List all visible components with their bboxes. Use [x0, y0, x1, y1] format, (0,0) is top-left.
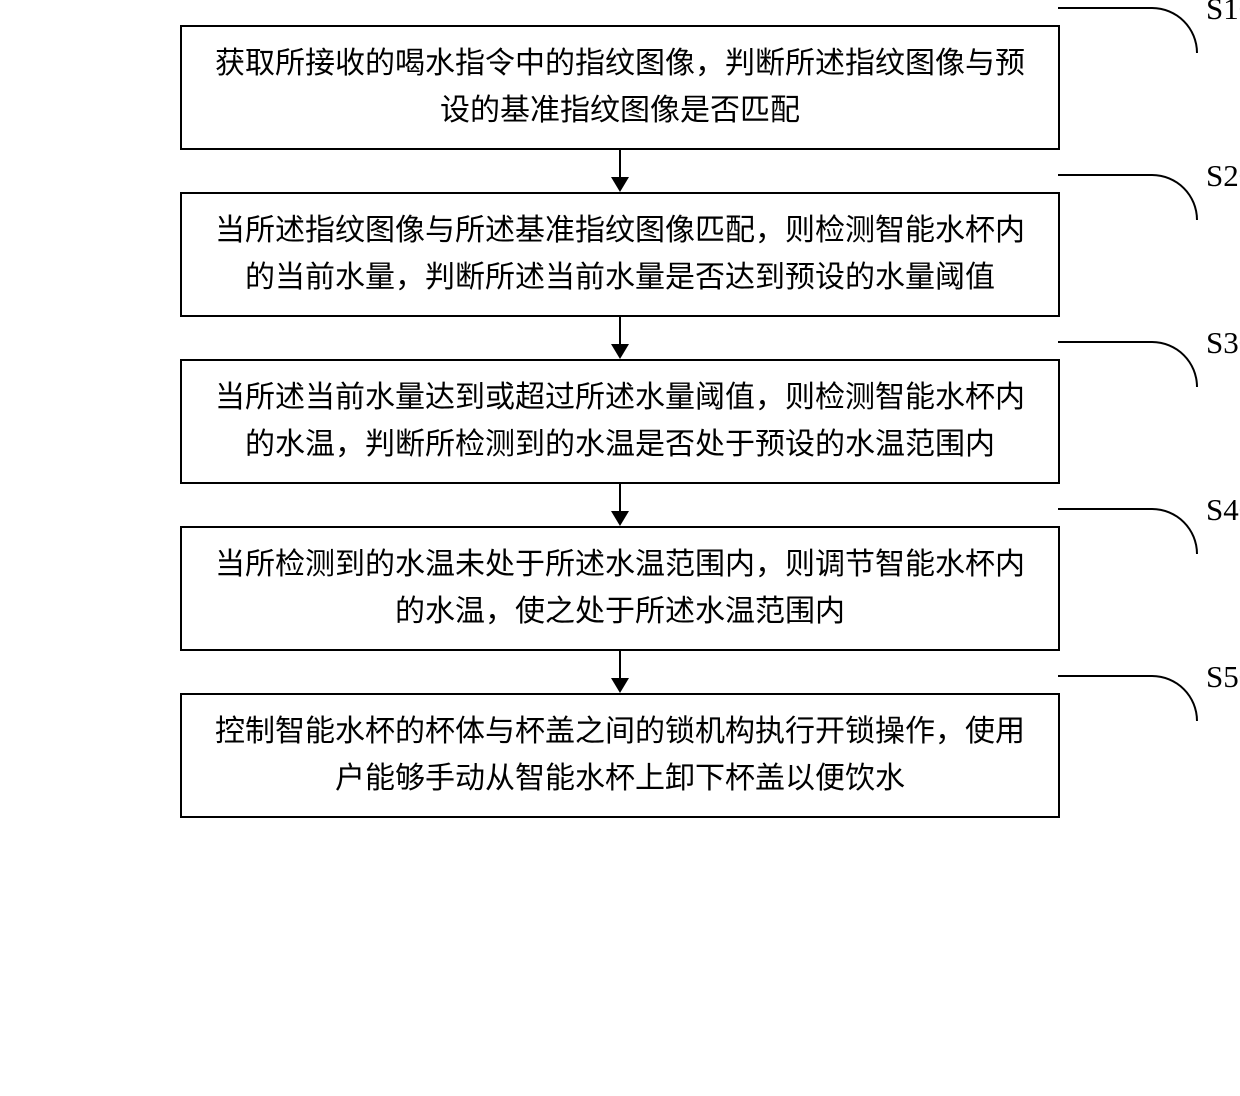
- connector-s50: [1058, 675, 1198, 721]
- connector-s40: [1058, 508, 1198, 554]
- step-label-s20: S20: [1206, 158, 1240, 194]
- step-text-s30: 当所述当前水量达到或超过所述水量阈值，则检测智能水杯内的水温，判断所检测到的水温…: [212, 375, 1028, 468]
- arrow-2: [605, 317, 635, 359]
- steps-column: 获取所接收的喝水指令中的指纹图像，判断所述指纹图像与预设的基准指纹图像是否匹配 …: [60, 25, 1180, 818]
- step-text-s10: 获取所接收的喝水指令中的指纹图像，判断所述指纹图像与预设的基准指纹图像是否匹配: [212, 41, 1028, 134]
- arrow-head-icon: [611, 344, 629, 359]
- arrow-3: [605, 484, 635, 526]
- step-label-s40: S40: [1206, 492, 1240, 528]
- step-box-s20: 当所述指纹图像与所述基准指纹图像匹配，则检测智能水杯内的当前水量，判断所述当前水…: [180, 192, 1060, 317]
- arrow-line: [619, 651, 621, 678]
- step-text-s40: 当所检测到的水温未处于所述水温范围内，则调节智能水杯内的水温，使之处于所述水温范…: [212, 542, 1028, 635]
- arrow-line: [619, 317, 621, 344]
- arrow-head-icon: [611, 511, 629, 526]
- step-text-s20: 当所述指纹图像与所述基准指纹图像匹配，则检测智能水杯内的当前水量，判断所述当前水…: [212, 208, 1028, 301]
- step-text-s50: 控制智能水杯的杯体与杯盖之间的锁机构执行开锁操作，使用户能够手动从智能水杯上卸下…: [212, 709, 1028, 802]
- connector-s10: [1058, 7, 1198, 53]
- connector-s30: [1058, 341, 1198, 387]
- step-label-s10: S10: [1206, 0, 1240, 27]
- arrow-1: [605, 150, 635, 192]
- step-box-s30: 当所述当前水量达到或超过所述水量阈值，则检测智能水杯内的水温，判断所检测到的水温…: [180, 359, 1060, 484]
- flowchart-container: 获取所接收的喝水指令中的指纹图像，判断所述指纹图像与预设的基准指纹图像是否匹配 …: [60, 25, 1180, 818]
- arrow-line: [619, 150, 621, 177]
- arrow-line: [619, 484, 621, 511]
- connector-s20: [1058, 174, 1198, 220]
- step-label-s50: S50: [1206, 659, 1240, 695]
- step-box-s50: 控制智能水杯的杯体与杯盖之间的锁机构执行开锁操作，使用户能够手动从智能水杯上卸下…: [180, 693, 1060, 818]
- step-label-s30: S30: [1206, 325, 1240, 361]
- arrow-head-icon: [611, 678, 629, 693]
- arrow-4: [605, 651, 635, 693]
- step-box-s10: 获取所接收的喝水指令中的指纹图像，判断所述指纹图像与预设的基准指纹图像是否匹配: [180, 25, 1060, 150]
- arrow-head-icon: [611, 177, 629, 192]
- step-box-s40: 当所检测到的水温未处于所述水温范围内，则调节智能水杯内的水温，使之处于所述水温范…: [180, 526, 1060, 651]
